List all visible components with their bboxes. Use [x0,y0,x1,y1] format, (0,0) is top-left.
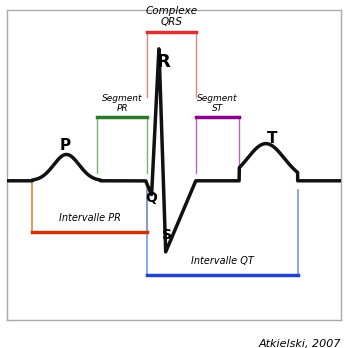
Text: Segment
ST: Segment ST [197,94,238,113]
Text: Segment
PR: Segment PR [102,94,142,113]
Text: Q: Q [145,191,157,205]
Text: Intervalle PR: Intervalle PR [59,213,121,223]
Text: Intervalle QT: Intervalle QT [191,256,254,266]
Text: S: S [162,228,172,242]
Text: R: R [157,53,170,71]
Text: T: T [267,132,278,147]
Text: Complexe
QRS: Complexe QRS [145,6,198,27]
Text: P: P [60,138,71,153]
Text: Atkielski, 2007: Atkielski, 2007 [259,339,341,348]
